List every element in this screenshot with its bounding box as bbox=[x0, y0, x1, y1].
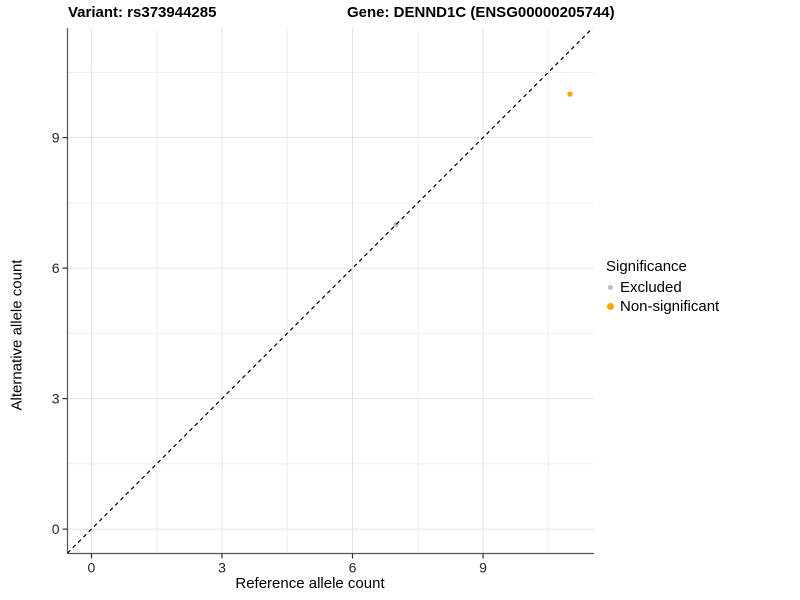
y-axis-title: Alternative allele count bbox=[8, 259, 26, 411]
svg-text:3: 3 bbox=[52, 391, 60, 407]
svg-text:0: 0 bbox=[88, 560, 96, 576]
gene-title: Gene: DENND1C (ENSG00000205744) bbox=[347, 4, 615, 21]
excluded-point-icon bbox=[608, 285, 613, 290]
svg-text:9: 9 bbox=[479, 560, 487, 576]
svg-text:6: 6 bbox=[349, 560, 357, 576]
non-significant-point-icon bbox=[607, 303, 614, 310]
x-axis-title: Reference allele count bbox=[235, 575, 385, 592]
svg-text:6: 6 bbox=[52, 260, 60, 276]
variant-title: Variant: rs373944285 bbox=[68, 4, 217, 21]
legend-label-excluded: Excluded bbox=[620, 279, 682, 296]
svg-text:3: 3 bbox=[218, 560, 226, 576]
legend-item-non-significant: Non-significant bbox=[606, 297, 719, 316]
legend-label-non-significant: Non-significant bbox=[620, 298, 720, 315]
legend: Significance Excluded Non-significant bbox=[606, 258, 719, 316]
svg-text:0: 0 bbox=[52, 521, 60, 537]
legend-item-excluded: Excluded bbox=[606, 278, 719, 297]
svg-text:9: 9 bbox=[52, 130, 60, 146]
legend-title: Significance bbox=[606, 258, 687, 275]
